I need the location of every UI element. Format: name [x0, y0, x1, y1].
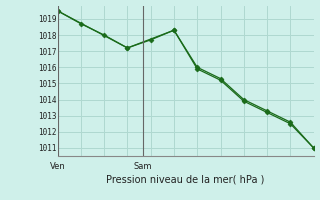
X-axis label: Pression niveau de la mer( hPa ): Pression niveau de la mer( hPa ): [107, 175, 265, 185]
Text: Ven: Ven: [50, 162, 66, 171]
Text: Sam: Sam: [134, 162, 152, 171]
